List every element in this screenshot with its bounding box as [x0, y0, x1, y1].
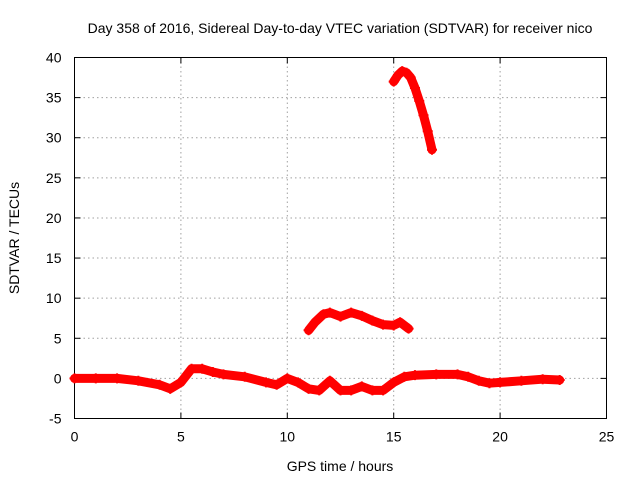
data-point [388, 76, 399, 87]
axis-tick-labels: 0 5 10 15 20 25 -5 0 5 10 15 20 25 30 35 40 [46, 50, 615, 445]
data-point [495, 377, 506, 388]
y-tick-label: -5 [49, 411, 62, 427]
data-point [186, 363, 197, 374]
y-tick-label: 20 [46, 210, 62, 226]
data-point [165, 383, 176, 394]
data-point [324, 307, 335, 318]
data-point [537, 374, 548, 385]
data-point [197, 363, 208, 374]
data-point [346, 307, 357, 318]
data-point [271, 379, 282, 390]
data-point [356, 381, 367, 392]
y-tick-label: 35 [46, 90, 62, 106]
x-tick-label: 25 [599, 429, 615, 445]
data-point [346, 385, 357, 396]
x-tick-label: 10 [280, 429, 296, 445]
data-point [90, 373, 101, 384]
data-point [154, 379, 165, 390]
data-point [292, 377, 303, 388]
data-point [395, 317, 406, 328]
data-point [484, 378, 495, 389]
data-point [309, 317, 320, 328]
y-tick-label: 40 [46, 50, 62, 66]
data-point [473, 375, 484, 386]
data-point [133, 375, 144, 386]
data-point [399, 371, 410, 382]
data-point [452, 369, 463, 380]
series-line-3 [389, 66, 437, 155]
axis-ticks [74, 57, 607, 419]
data-point [378, 319, 389, 330]
x-tick-label: 0 [71, 429, 79, 445]
data-point [303, 383, 314, 394]
data-point [388, 320, 399, 331]
data-series [69, 66, 565, 396]
data-point [516, 375, 527, 386]
x-tick-label: 5 [177, 429, 185, 445]
data-point [367, 385, 378, 396]
y-tick-label: 10 [46, 290, 62, 306]
data-point [414, 95, 425, 106]
data-point [175, 377, 186, 388]
y-tick-label: 15 [46, 250, 62, 266]
data-point [282, 373, 293, 384]
data-point [431, 369, 442, 380]
y-tick-label: 0 [54, 370, 62, 386]
y-tick-label: 25 [46, 170, 62, 186]
grid-lines [74, 57, 607, 419]
y-axis-label: SDTVAR / TECUs [6, 182, 22, 294]
data-point [318, 309, 329, 320]
y-tick-label: 5 [54, 330, 62, 346]
x-tick-label: 20 [492, 429, 508, 445]
data-point [388, 377, 399, 388]
data-point [335, 385, 346, 396]
data-point [554, 374, 565, 385]
x-tick-label: 15 [386, 429, 402, 445]
data-point [367, 315, 378, 326]
data-point [207, 366, 218, 377]
data-point [356, 310, 367, 321]
data-point [422, 126, 433, 137]
chart-title: Day 358 of 2016, Sidereal Day-to-day VTE… [88, 20, 593, 36]
data-point [69, 373, 80, 384]
data-point [218, 369, 229, 380]
data-point [409, 370, 420, 381]
data-point [314, 385, 325, 396]
data-point [112, 373, 123, 384]
data-point [409, 82, 420, 93]
data-point [378, 385, 389, 396]
x-axis-label: GPS time / hours [287, 458, 394, 474]
y-tick-label: 30 [46, 130, 62, 146]
data-point [405, 72, 416, 83]
data-point [463, 371, 474, 382]
data-point [324, 375, 335, 386]
plot-frame [74, 57, 607, 419]
data-point [418, 110, 429, 121]
data-point [239, 371, 250, 382]
data-point [261, 377, 272, 388]
data-point [335, 311, 346, 322]
data-point [427, 144, 438, 155]
data-point [403, 323, 414, 334]
data-point [303, 325, 314, 336]
